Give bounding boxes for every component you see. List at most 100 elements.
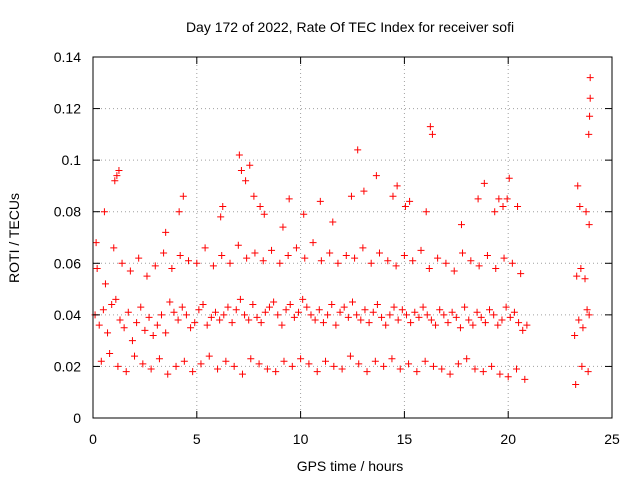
data-point: [475, 262, 483, 270]
data-point: [191, 319, 199, 327]
data-point: [330, 362, 338, 370]
data-point: [398, 306, 406, 314]
data-point: [145, 313, 153, 321]
data-point: [139, 360, 147, 368]
data-point: [585, 130, 593, 138]
data-point: [303, 303, 311, 311]
data-point: [574, 182, 582, 190]
data-point: [402, 311, 410, 319]
data-point: [401, 203, 409, 211]
data-point: [160, 249, 168, 257]
y-tick-label: 0.08: [54, 204, 81, 220]
data-point: [101, 280, 109, 288]
data-point: [137, 303, 145, 311]
data-point: [155, 355, 163, 363]
data-point: [270, 298, 278, 306]
data-point: [494, 321, 502, 329]
data-point: [474, 195, 482, 203]
data-point: [309, 239, 317, 247]
data-point: [373, 301, 381, 309]
grid: [93, 57, 612, 418]
data-point: [477, 313, 485, 321]
data-point: [297, 355, 305, 363]
data-point: [450, 267, 458, 275]
data-point: [276, 259, 284, 267]
data-point: [581, 275, 589, 283]
data-point: [226, 259, 234, 267]
data-point: [372, 172, 380, 180]
data-point: [390, 303, 398, 311]
y-tick-label: 0.1: [62, 152, 82, 168]
data-point: [514, 203, 522, 211]
data-point: [174, 316, 182, 324]
data-point: [349, 298, 356, 306]
data-point: [423, 311, 431, 319]
data-point: [488, 362, 496, 370]
data-point: [513, 365, 521, 373]
data-point: [340, 303, 348, 311]
data-point: [492, 264, 500, 272]
y-tick-label: 0.06: [54, 255, 81, 271]
data-point: [209, 262, 217, 270]
data-point: [305, 360, 313, 368]
x-tick-label: 5: [193, 431, 201, 447]
data-point: [380, 362, 388, 370]
data-point: [427, 316, 435, 324]
data-point: [355, 360, 363, 368]
data-point: [301, 254, 309, 262]
data-point: [285, 195, 293, 203]
data-point: [170, 308, 178, 316]
data-point: [116, 316, 124, 324]
x-tick-label: 20: [500, 431, 516, 447]
data-point: [415, 313, 423, 321]
data-point: [422, 208, 430, 216]
data-point: [128, 337, 136, 345]
data-point: [446, 370, 454, 378]
data-point: [363, 368, 371, 376]
data-point: [517, 270, 525, 278]
data-point: [577, 264, 585, 272]
data-point: [579, 324, 587, 332]
data-point: [313, 368, 321, 376]
chart-title: Day 172 of 2022, Rate Of TEC Index for r…: [186, 19, 514, 35]
data-point: [334, 259, 342, 267]
data-point: [582, 208, 590, 216]
data-point: [263, 365, 271, 373]
data-point: [261, 308, 269, 316]
data-point: [250, 192, 258, 200]
data-point: [120, 324, 128, 332]
data-point: [259, 257, 267, 265]
data-point: [295, 308, 303, 316]
data-point: [360, 187, 368, 195]
data-point: [299, 295, 307, 303]
data-point: [149, 331, 157, 339]
data-point: [92, 239, 100, 247]
data-point: [316, 197, 324, 205]
data-point: [469, 321, 477, 329]
data-point: [278, 321, 286, 329]
data-point: [230, 362, 238, 370]
data-point: [452, 313, 460, 321]
data-point: [242, 177, 250, 185]
data-point: [214, 365, 222, 373]
data-point: [224, 303, 232, 311]
data-point: [245, 316, 253, 324]
data-point: [440, 311, 448, 319]
data-point: [253, 313, 261, 321]
data-point: [324, 311, 332, 319]
data-point: [584, 368, 592, 376]
data-point: [463, 355, 471, 363]
data-point: [104, 329, 112, 337]
data-point: [246, 161, 254, 169]
data-point: [158, 311, 166, 319]
data-point: [307, 311, 315, 319]
data-point: [342, 252, 350, 260]
data-point: [506, 313, 514, 321]
data-point: [217, 213, 225, 221]
data-point: [164, 370, 172, 378]
x-tick-label: 15: [397, 431, 413, 447]
data-point: [256, 203, 264, 211]
data-point: [461, 303, 469, 311]
data-point: [406, 197, 414, 205]
data-point: [290, 313, 298, 321]
